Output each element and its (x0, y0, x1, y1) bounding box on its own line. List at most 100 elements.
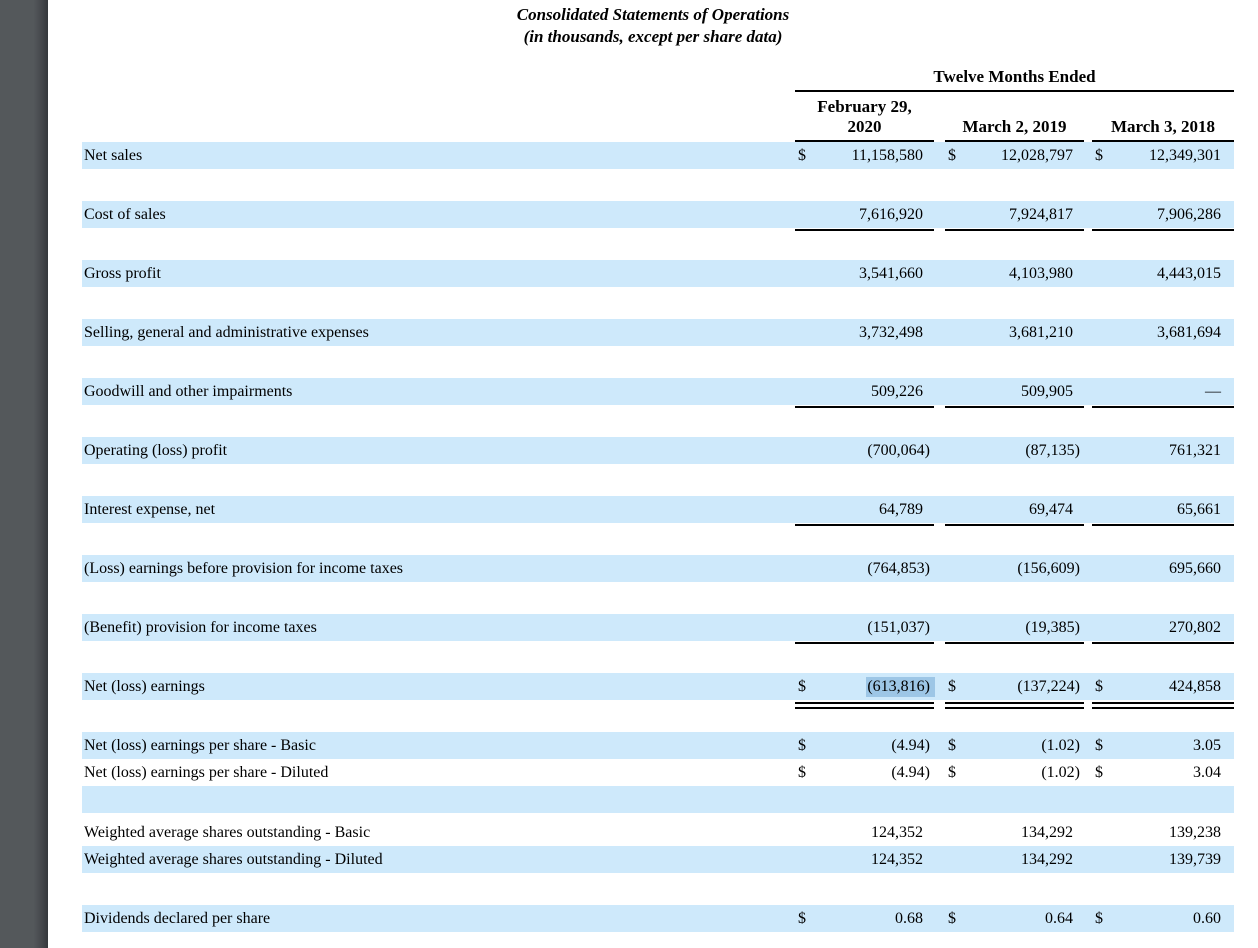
highlighted-value: (613,816) (867, 677, 934, 696)
dollar-sign: $ (1095, 146, 1103, 164)
value-cell: $ (1.02) (945, 759, 1084, 786)
value-cell: $11,158,580 (795, 142, 934, 169)
value-cell: 4,443,015 (1092, 260, 1234, 287)
value-cell: 7,906,286 (1092, 201, 1234, 231)
cell-value: (700,064) (867, 441, 930, 459)
dollar-sign: $ (948, 736, 956, 754)
value-cell: $ (1.02) (945, 732, 1084, 759)
value-cell: $ (613,816) (795, 673, 934, 709)
cell-value: — (1205, 382, 1221, 400)
value-cell: 3,732,498 (795, 319, 934, 346)
cell-value: 139,238 (1169, 823, 1221, 841)
value-cell: (764,853) (795, 555, 934, 582)
cell-value: 134,292 (1021, 823, 1073, 841)
table-row: Net (loss) earnings $ (613,816) $ (137,224) $… (82, 673, 1234, 709)
value-cell: (700,064) (795, 437, 934, 464)
value-cell: $ (4.94) (795, 732, 934, 759)
cell-value: 270,802 (1169, 618, 1221, 636)
value-cell (795, 786, 934, 813)
column-header-fy2020: February 29, 2020 (795, 97, 934, 142)
value-cell: 7,616,920 (795, 201, 934, 231)
cell-value: 124,352 (871, 850, 923, 868)
dollar-sign: $ (1095, 763, 1103, 781)
column-header-fy2019: March 2, 2019 (945, 97, 1084, 142)
table-row: Net (loss) earnings per share - Diluted $… (82, 759, 1234, 786)
document-page: Consolidated Statements of Operations (i… (48, 0, 1258, 932)
dollar-sign: $ (948, 909, 956, 927)
cell-value: 3.04 (1193, 763, 1221, 781)
column-header-fy2018: March 3, 2018 (1092, 97, 1234, 142)
cell-value: (764,853) (867, 559, 930, 577)
cell-value: 134,292 (1021, 850, 1073, 868)
dollar-sign: $ (1095, 736, 1103, 754)
table-row: Interest expense, net 64,789 69,474 65,661 (82, 496, 1234, 526)
value-cell: 64,789 (795, 496, 934, 526)
cell-value: 3,681,694 (1157, 323, 1221, 341)
column-header-line: 2020 (847, 117, 882, 136)
value-cell: 7,924,817 (945, 201, 1084, 231)
cell-value: 7,616,920 (859, 205, 923, 223)
row-label: Gross profit (84, 264, 161, 282)
cell-value: (137,224) (1017, 677, 1080, 695)
value-cell: 509,226 (795, 378, 934, 408)
column-headers: February 29, 2020 March 2, 2019 March 3,… (82, 97, 1234, 142)
dollar-sign: $ (948, 146, 956, 164)
column-header-line: March 3, 2018 (1110, 117, 1216, 136)
value-cell (1092, 786, 1234, 813)
table-row: Operating (loss) profit (700,064) (87,135)… (82, 437, 1234, 464)
cell-value: (4.94) (891, 763, 930, 781)
value-cell: (151,037) (795, 614, 934, 644)
page-title: Consolidated Statements of Operations (516, 5, 790, 24)
table-row: Net sales $11,158,580 $12,028,797 $12,349,3… (82, 142, 1234, 169)
column-header-line: February 29, (817, 97, 912, 116)
value-cell: 139,739 (1092, 846, 1234, 873)
cell-value: 424,858 (1169, 677, 1221, 695)
table-rows: Net sales $11,158,580 $12,028,797 $12,349,3… (82, 142, 1234, 932)
row-label: Net sales (84, 146, 143, 164)
cell-value: (4.94) (891, 736, 930, 754)
cell-value: 3,541,660 (859, 264, 923, 282)
cell-value: 695,660 (1169, 559, 1221, 577)
table-row: (Loss) earnings before provision for inc… (82, 555, 1234, 582)
table-row: Weighted average shares outstanding - Ba… (82, 819, 1234, 846)
value-cell: 124,352 (795, 819, 934, 846)
dollar-sign: $ (1095, 677, 1103, 695)
value-cell: $12,028,797 (945, 142, 1084, 169)
cell-value: 0.68 (895, 909, 923, 927)
value-cell (945, 786, 1084, 813)
value-cell: (156,609) (945, 555, 1084, 582)
cell-value: (1.02) (1041, 763, 1080, 781)
value-cell: $12,349,301 (1092, 142, 1234, 169)
cell-value: 761,321 (1169, 441, 1221, 459)
row-label: Weighted average shares outstanding - Di… (84, 850, 383, 868)
cell-value: 65,661 (1177, 500, 1221, 518)
cell-value: 3,732,498 (859, 323, 923, 341)
value-cell: $424,858 (1092, 673, 1234, 709)
cell-value: 12,028,797 (1001, 146, 1073, 164)
value-cell: 134,292 (945, 819, 1084, 846)
table-row (82, 786, 1234, 813)
cell-value: 124,352 (871, 823, 923, 841)
cell-value: 12,349,301 (1149, 146, 1221, 164)
row-label: Net (loss) earnings (84, 677, 205, 695)
dollar-sign: $ (798, 763, 806, 781)
table-row: Cost of sales 7,616,920 7,924,817 7,906,286 (82, 201, 1234, 231)
cell-value: (87,135) (1025, 441, 1080, 459)
row-label: Interest expense, net (84, 500, 216, 518)
dollar-sign: $ (948, 763, 956, 781)
value-cell: (19,385) (945, 614, 1084, 644)
value-cell: 3,541,660 (795, 260, 934, 287)
cell-value: 0.64 (1045, 909, 1073, 927)
cell-value: 3,681,210 (1009, 323, 1073, 341)
value-cell: 69,474 (945, 496, 1084, 526)
value-cell: 134,292 (945, 846, 1084, 873)
title-block: Consolidated Statements of Operations (i… (48, 0, 1258, 48)
value-cell: $3.04 (1092, 759, 1234, 786)
row-label: (Loss) earnings before provision for inc… (84, 559, 404, 577)
cell-value: 509,905 (1021, 382, 1073, 400)
cell-value: 4,103,980 (1009, 264, 1073, 282)
value-cell: 3,681,210 (945, 319, 1084, 346)
dollar-sign: $ (798, 909, 806, 927)
column-header-line: March 2, 2019 (962, 117, 1067, 136)
value-cell: 509,905 (945, 378, 1084, 408)
